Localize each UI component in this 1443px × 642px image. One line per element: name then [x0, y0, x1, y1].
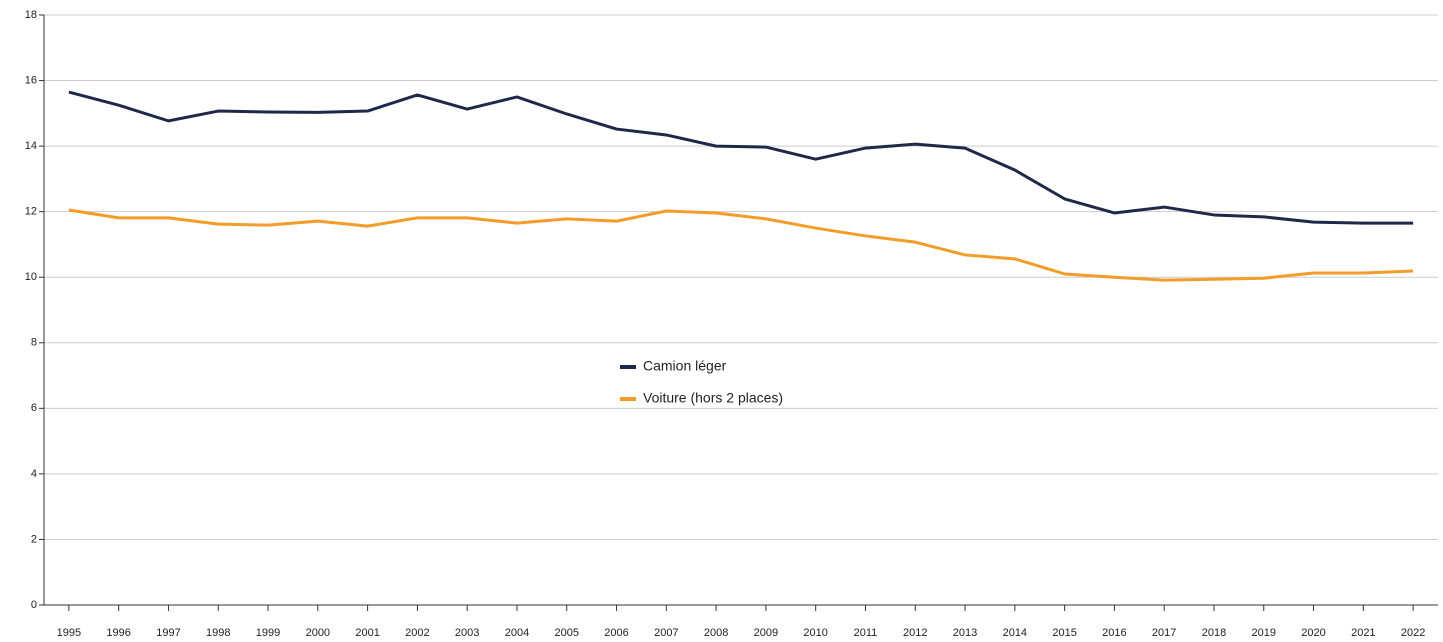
x-tick-label: 2004	[505, 627, 529, 639]
legend: Camion léger Voiture (hors 2 places)	[620, 358, 783, 406]
x-tick-label: 2003	[455, 627, 479, 639]
x-tick-label: 1997	[156, 627, 180, 639]
x-tick-label: 2002	[405, 627, 429, 639]
x-tick-label: 2012	[903, 627, 927, 639]
series-line	[68, 208, 1414, 282]
x-tick-label: 2017	[1152, 627, 1176, 639]
x-tick-label: 2008	[704, 627, 728, 639]
y-tick-label: 18	[25, 9, 37, 21]
x-tick-label: 2001	[355, 627, 379, 639]
x-tick-label: 2009	[754, 627, 778, 639]
x-tick-label: 2013	[953, 627, 977, 639]
series-line	[68, 90, 1414, 225]
y-tick-label: 6	[31, 402, 37, 414]
x-tick-label: 1999	[256, 627, 280, 639]
x-tick-label: 2011	[854, 627, 878, 639]
y-tick-label: 14	[25, 140, 37, 152]
x-tick-label: 2020	[1301, 627, 1325, 639]
y-tick-label: 8	[31, 337, 37, 349]
x-tick-label: 1996	[106, 627, 130, 639]
x-tick-label: 2006	[604, 627, 628, 639]
x-tick-label: 2022	[1401, 627, 1425, 639]
legend-label: Voiture (hors 2 places)	[643, 390, 783, 406]
y-tick-label: 4	[31, 468, 37, 480]
legend-label: Camion léger	[643, 358, 727, 374]
x-tick-label: 2015	[1052, 627, 1076, 639]
x-tick-label: 1995	[57, 627, 81, 639]
x-tick-label: 2007	[654, 627, 678, 639]
x-tick-label: 2016	[1102, 627, 1126, 639]
x-tick-label: 2005	[555, 627, 579, 639]
y-tick-label: 16	[25, 74, 37, 86]
x-tick-label: 2019	[1252, 627, 1276, 639]
y-tick-label: 0	[31, 599, 37, 611]
y-tick-label: 12	[25, 206, 37, 218]
y-tick-label: 10	[25, 271, 37, 283]
x-tick-label: 1998	[206, 627, 230, 639]
y-tick-label: 2	[31, 533, 37, 545]
x-tick-label: 2000	[306, 627, 330, 639]
x-tick-label: 2014	[1003, 627, 1027, 639]
x-tick-label: 2018	[1202, 627, 1226, 639]
x-tick-label: 2010	[803, 627, 827, 639]
x-tick-label: 2021	[1351, 627, 1375, 639]
